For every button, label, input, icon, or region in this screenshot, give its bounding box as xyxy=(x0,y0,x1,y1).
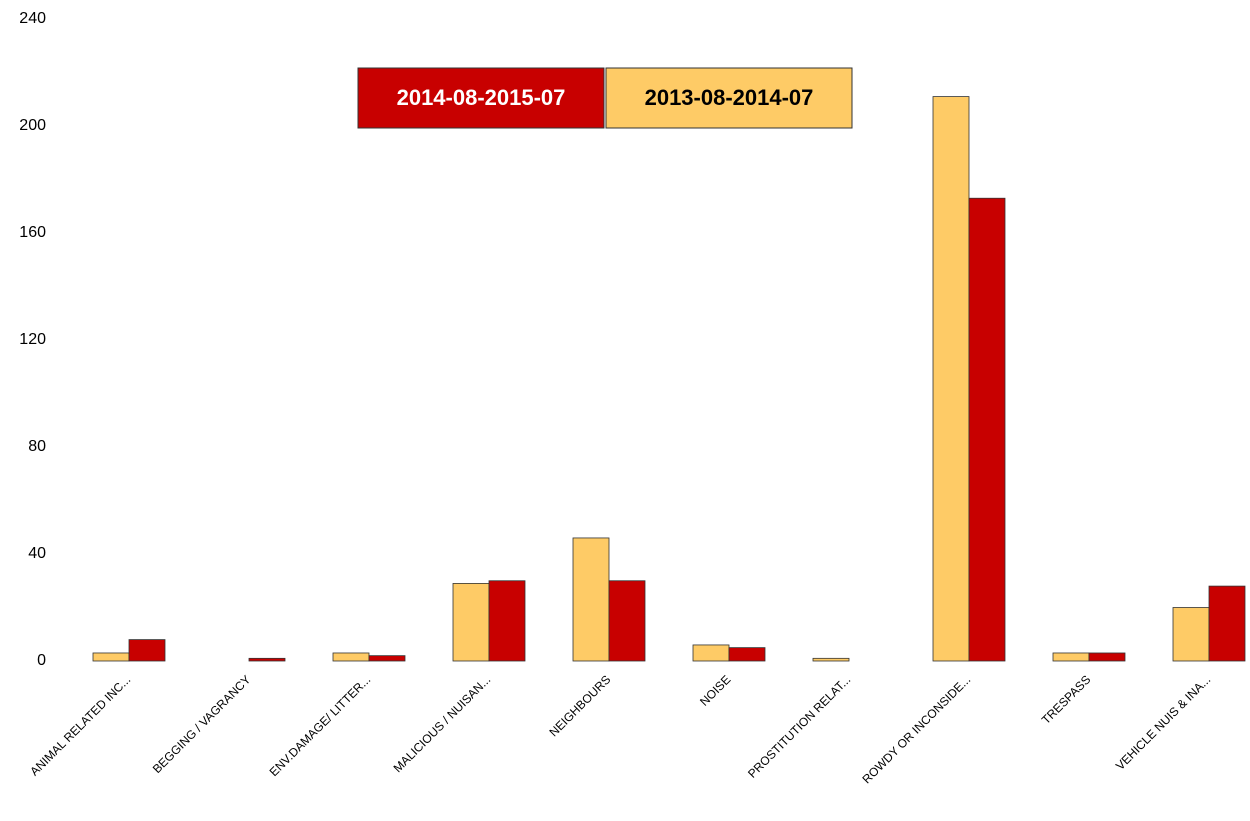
bar xyxy=(932,96,970,662)
bar xyxy=(1208,585,1246,662)
bar xyxy=(332,652,370,662)
x-tick-label: TRESPASS xyxy=(1039,672,1094,727)
legend-swatch xyxy=(357,67,605,129)
bar xyxy=(572,537,610,662)
y-tick-label: 0 xyxy=(37,652,46,669)
bar xyxy=(728,647,766,662)
bar xyxy=(452,583,490,662)
bar xyxy=(1088,652,1126,662)
x-tick-label: BEGGING / VAGRANCY xyxy=(150,672,254,776)
bar xyxy=(1172,607,1210,662)
x-tick-label: MALICIOUS / NUISAN... xyxy=(391,672,494,775)
bar xyxy=(368,655,406,662)
bar xyxy=(692,644,730,662)
x-tick-label: ANIMAL RELATED INC... xyxy=(27,672,133,778)
x-tick-label: ENV.DAMAGE/ LITTER... xyxy=(267,672,374,779)
x-tick-label: NEIGHBOURS xyxy=(546,672,613,739)
x-tick-label: NOISE xyxy=(697,672,733,708)
bar xyxy=(488,580,526,662)
legend-label: 2013-08-2014-07 xyxy=(645,85,814,110)
y-tick-label: 80 xyxy=(28,438,46,455)
x-tick-label: ROWDY OR INCONSIDE... xyxy=(859,672,973,786)
x-tick-label: PROSTITUTION RELAT... xyxy=(745,672,853,780)
bar xyxy=(608,580,646,662)
y-tick-label: 240 xyxy=(19,10,46,27)
y-tick-label: 200 xyxy=(19,117,46,134)
y-tick-label: 160 xyxy=(19,224,46,241)
bar xyxy=(812,657,850,662)
x-tick-label: VEHICLE NUIS & INA... xyxy=(1113,672,1213,772)
legend-swatch xyxy=(605,67,853,129)
bar xyxy=(968,197,1006,662)
y-tick-label: 40 xyxy=(28,545,46,562)
bar xyxy=(128,639,166,662)
bar xyxy=(248,657,286,662)
legend-label: 2014-08-2015-07 xyxy=(397,85,566,110)
bar xyxy=(92,652,130,662)
y-tick-label: 120 xyxy=(19,331,46,348)
bar xyxy=(1052,652,1090,662)
